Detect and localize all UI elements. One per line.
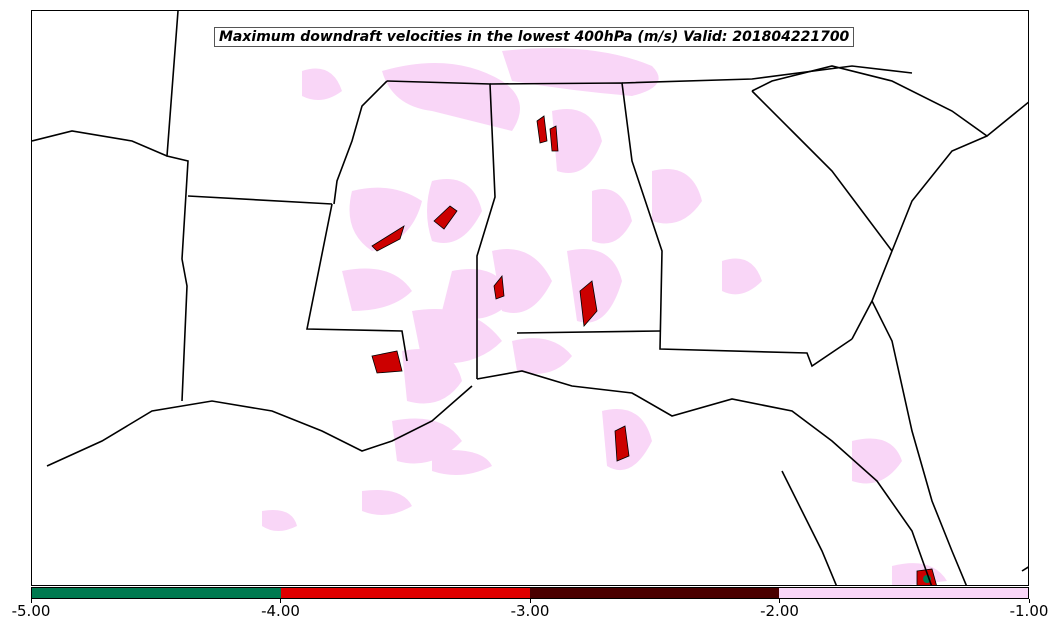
colorbar-tick <box>779 599 780 603</box>
colorbar-segment <box>281 588 530 598</box>
colorbar-segment <box>32 588 281 598</box>
colorbar-tick-label: -2.00 <box>760 602 799 620</box>
colorbar-tick <box>280 599 281 603</box>
boundaries <box>32 11 1028 585</box>
colorbar <box>31 587 1029 599</box>
map-panel: Maximum downdraft velocities in the lowe… <box>31 10 1029 586</box>
strong-downdraft-cores <box>371 115 937 585</box>
colorbar-segment <box>779 588 1028 598</box>
colorbar-tick-label: -3.00 <box>510 602 550 620</box>
map-canvas <box>32 11 1028 585</box>
colorbar-tick-label: -4.00 <box>261 602 300 620</box>
colorbar-tick <box>1028 599 1030 603</box>
map-title: Maximum downdraft velocities in the lowe… <box>214 27 855 47</box>
colorbar-tick <box>529 599 531 603</box>
colorbar-segment <box>530 588 779 598</box>
colorbar-tick-label: -1.00 <box>1009 602 1049 620</box>
light-downdraft-areas <box>262 48 947 585</box>
colorbar-tick <box>30 599 32 603</box>
colorbar-tick-label: -5.00 <box>11 602 51 620</box>
